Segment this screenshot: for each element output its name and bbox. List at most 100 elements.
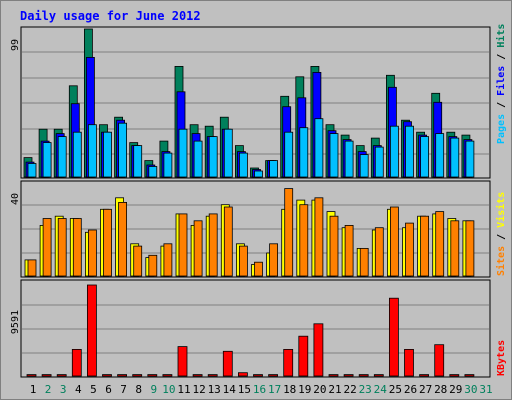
legend-sep-2: /: [496, 48, 507, 66]
kbytes-bar: [343, 374, 354, 377]
pages-bar: [88, 124, 97, 178]
kbytes-bar: [434, 344, 445, 377]
legend-files: Files: [495, 66, 507, 96]
sites-bar: [193, 220, 203, 277]
day-label: 11: [177, 383, 190, 396]
sites-bar: [238, 245, 248, 277]
sites-bar: [88, 229, 97, 277]
day-label: 17: [268, 383, 281, 396]
kbytes-bar: [56, 374, 67, 377]
day-label: 12: [192, 383, 205, 396]
day-label: 15: [238, 383, 251, 396]
sites-bar: [118, 201, 127, 277]
kbytes-bar: [253, 374, 263, 377]
kbytes-bar: [162, 374, 173, 377]
pages-bar: [405, 125, 414, 178]
mid-ymax-label: 40: [10, 193, 21, 205]
pages-bar: [27, 163, 37, 178]
day-label: 13: [208, 383, 221, 396]
sites-bar: [269, 243, 279, 277]
hits-files-pages-bars: [23, 28, 475, 178]
legend-kbytes: KBytes: [496, 340, 507, 376]
bottom-ymax-label: 9591: [10, 310, 21, 334]
day-label: 14: [223, 383, 237, 396]
top-legend: Pages / Files / Hits: [495, 24, 507, 144]
kbytes-bar: [192, 374, 203, 377]
sites-bar: [344, 224, 354, 277]
pages-bar: [133, 145, 143, 178]
pages-bar: [118, 122, 127, 178]
sites-bar: [42, 218, 52, 277]
day-label: 23: [359, 383, 372, 396]
kbytes-bar: [102, 374, 112, 377]
day-label: 3: [60, 383, 67, 396]
sites-bar: [178, 213, 188, 277]
day-label: 26: [404, 383, 417, 396]
pages-bar: [314, 118, 324, 178]
day-label: 21: [328, 383, 341, 396]
kbytes-bar: [117, 374, 127, 377]
pages-bar: [208, 136, 218, 178]
day-label: 24: [374, 383, 388, 396]
kbytes-bar: [373, 374, 384, 377]
day-label: 28: [434, 383, 447, 396]
kbytes-bar: [298, 335, 309, 377]
day-label: 18: [283, 383, 296, 396]
day-label: 25: [389, 383, 402, 396]
day-label: 10: [162, 383, 175, 396]
sites-bar: [103, 208, 112, 277]
chart-title: Daily usage for June 2012: [20, 9, 201, 23]
day-label: 19: [298, 383, 311, 396]
pages-bar: [389, 125, 399, 178]
pages-bar: [148, 166, 158, 178]
day-label: 31: [479, 383, 492, 396]
sites-bar: [57, 218, 67, 277]
sites-bar: [27, 259, 37, 277]
sites-bar: [208, 213, 218, 277]
sites-bar: [374, 227, 384, 277]
legend-hits: Hits: [495, 24, 507, 48]
pages-bar: [178, 128, 188, 178]
mid-legend: Sites / Visits: [495, 192, 507, 276]
kbytes-bar: [26, 374, 37, 377]
kbytes-bar: [207, 374, 218, 377]
legend-visits: Visits: [495, 192, 507, 228]
sites-bar: [299, 204, 309, 277]
sites-bar: [223, 206, 233, 277]
pages-bar: [465, 140, 475, 178]
legend-pages: Pages: [496, 114, 507, 144]
sites-bar: [435, 211, 445, 277]
sites-bar: [405, 222, 414, 277]
kbytes-bar: [283, 348, 294, 377]
kbytes-bar: [464, 374, 475, 377]
sites-bar: [420, 215, 430, 277]
sites-bar: [389, 206, 399, 277]
pages-bar: [450, 137, 460, 178]
day-label: 8: [135, 383, 142, 396]
legend-sep-3: /: [496, 228, 507, 246]
pages-bar: [254, 170, 263, 178]
pages-bar: [72, 131, 82, 178]
pages-bar: [299, 127, 309, 178]
pages-bar: [42, 142, 52, 178]
kbytes-bar: [358, 374, 369, 377]
gridlines: [22, 51, 489, 354]
sites-bar: [284, 188, 294, 277]
day-label: 20: [313, 383, 326, 396]
top-ymax-label: 99: [10, 39, 21, 51]
kbytes-bar: [71, 348, 82, 377]
pages-bar: [57, 136, 67, 178]
kbytes-bar: [313, 323, 324, 377]
pages-bar: [223, 128, 233, 178]
day-label: 27: [419, 383, 432, 396]
sites-bar: [72, 218, 82, 277]
pages-bar: [193, 140, 203, 178]
sites-bar: [465, 220, 475, 277]
pages-bar: [269, 160, 279, 178]
sites-bar: [148, 254, 158, 277]
kbytes-bar: [237, 372, 248, 377]
kbytes-bar: [222, 350, 233, 377]
kbytes-bar: [449, 374, 460, 377]
